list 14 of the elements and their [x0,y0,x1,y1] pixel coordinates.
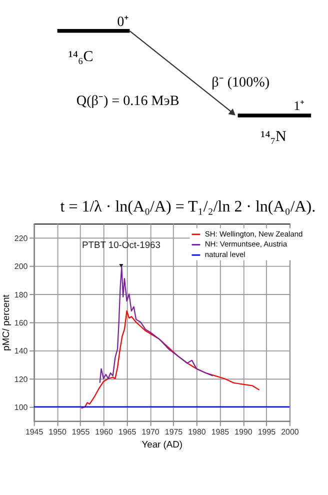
annotation: PTBT 10-Oct-1963 [82,239,160,250]
legend-label: NH: Vermuntsee, Austria [204,240,288,249]
legend-label: SH: Wellington, New Zealand [204,229,303,238]
line-series [80,310,260,409]
text: ¹⁴₇N [260,128,287,145]
text: Q(β⁻) = 0.16 МэВ [76,93,180,110]
text: ¹⁴₆C [68,48,94,65]
legend-label: natural level [204,250,246,259]
text: β⁻ (100%) [212,74,270,90]
text: 0⁺ [117,14,130,30]
text: 1⁺ [294,98,304,113]
text: t = 1/λ · ln(A₀/A) = T₁/₂/ln 2 · ln(A₀/A). [60,198,316,216]
x-axis-title: Year (AD) [142,438,183,450]
y-axis-title: pMC/ percent [0,294,11,351]
